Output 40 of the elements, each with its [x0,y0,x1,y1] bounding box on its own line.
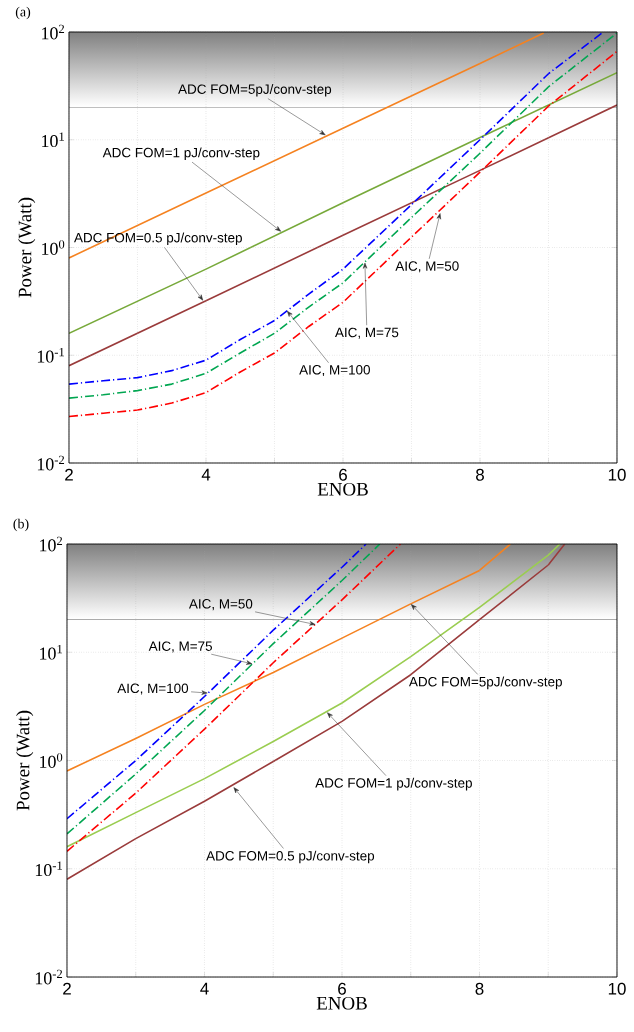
x-axis-title: ENOB [316,996,367,1010]
x-tick-label: 8 [475,982,484,995]
x-tick-label: 8 [476,468,484,481]
annotation: AIC, M=50 [188,599,253,611]
x-tick-label: 4 [201,468,211,481]
x-tick-label: 6 [338,982,346,995]
annotation: ADC FOM=0.5 pJ/conv-step [206,850,375,864]
y-axis-title: Power (Watt) [16,710,34,811]
x-tick-label: 4 [200,982,209,995]
annotation: ADC FOM=5pJ/conv-step [408,676,562,690]
line-series [69,104,617,367]
x-tick-label: 6 [339,468,347,481]
chart-title: (b) [13,518,29,532]
line-series [69,32,545,259]
y-tick-label: 10$^{2}$ [40,536,63,552]
annotation: AIC, M=75 [148,641,213,653]
x-tick-label: 2 [63,982,71,995]
y-tick-label: 10$^{1}$ [40,644,62,660]
y-tick-label: 10$^{-2}$ [37,455,65,471]
y-tick-label: 10$^{-2}$ [35,969,63,985]
annotation: ADC FOM=5pJ/conv-step [178,84,332,97]
annotation: ADC FOM=1 pJ/conv-step [102,147,260,161]
annotation: AIC, M=75 [334,327,399,339]
y-tick-label: 10$^{1}$ [42,132,64,148]
y-tick-label: 10$^{0}$ [40,753,63,768]
y-tick-label: 10$^{2}$ [42,24,65,40]
annotation: AIC, M=50 [395,261,459,273]
y-tick-label: 10$^{-1}$ [35,861,62,877]
y-tick-label: 10$^{-1}$ [37,347,64,363]
annotation: AIC, M=100 [117,683,189,695]
annotation: AIC, M=100 [299,364,370,377]
y-tick-label: 10$^{0}$ [42,240,65,255]
x-tick-label: 10 [608,468,626,481]
annotation: ADC FOM=1 pJ/conv-step [315,777,472,791]
annotation: ADC FOM=0.5 pJ/conv-step [74,232,242,246]
y-axis-title: Power (Watt) [18,197,36,298]
x-axis-title: ENOB [317,482,368,496]
x-tick-label: 10 [608,982,626,995]
chart-title: (a) [15,6,31,20]
x-tick-label: 2 [65,468,73,481]
